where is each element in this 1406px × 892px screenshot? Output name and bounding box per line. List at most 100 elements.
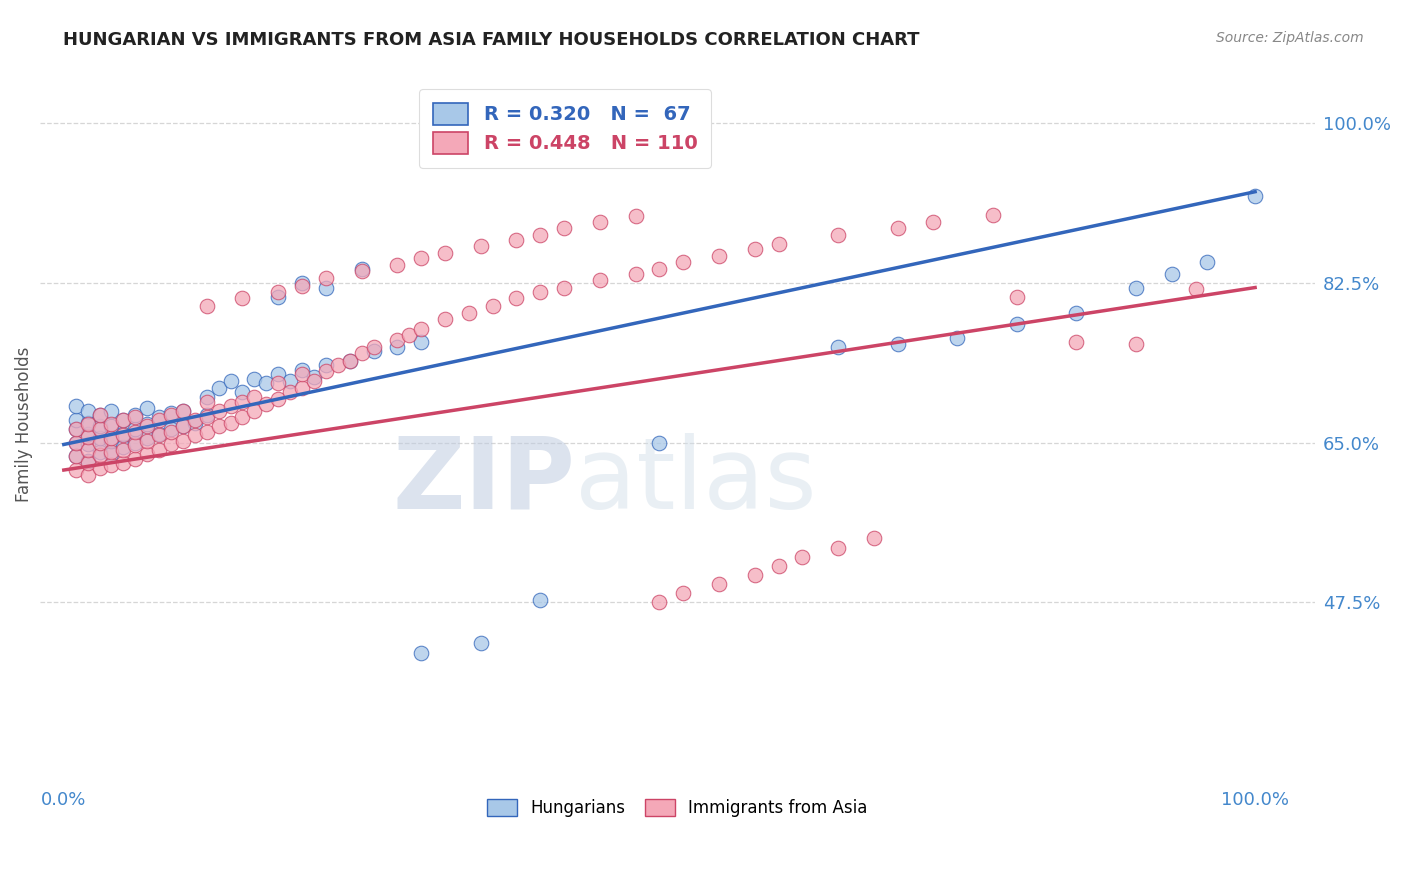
Point	[208, 381, 231, 395]
Point	[434, 245, 457, 260]
Point	[148, 426, 170, 441]
Point	[172, 419, 194, 434]
Point	[100, 434, 122, 448]
Point	[589, 273, 612, 287]
Point	[112, 456, 135, 470]
Point	[648, 435, 671, 450]
Point	[65, 450, 87, 464]
Point	[363, 340, 385, 354]
Point	[100, 417, 122, 432]
Point	[172, 403, 194, 417]
Point	[160, 409, 183, 423]
Point	[76, 426, 98, 441]
Point	[315, 271, 337, 285]
Point	[65, 463, 87, 477]
Point	[387, 258, 409, 272]
Point	[89, 431, 111, 445]
Point	[1066, 306, 1088, 320]
Point	[387, 334, 409, 348]
Point	[100, 458, 122, 473]
Point	[267, 368, 290, 382]
Point	[267, 392, 290, 406]
Point	[184, 413, 207, 427]
Point	[302, 370, 325, 384]
Point	[195, 299, 218, 313]
Point	[981, 208, 1004, 222]
Point	[89, 444, 111, 458]
Point	[100, 403, 122, 417]
Point	[76, 403, 98, 417]
Point	[231, 394, 253, 409]
Point	[76, 456, 98, 470]
Point	[470, 636, 492, 650]
Point	[411, 252, 433, 266]
Point	[827, 227, 849, 242]
Text: ZIP: ZIP	[392, 433, 575, 530]
Point	[136, 434, 159, 448]
Point	[136, 401, 159, 415]
Point	[291, 276, 314, 290]
Point	[89, 449, 111, 463]
Point	[553, 221, 575, 235]
Point	[65, 399, 87, 413]
Point	[76, 417, 98, 432]
Point	[112, 413, 135, 427]
Point	[160, 422, 183, 436]
Point	[160, 437, 183, 451]
Point	[208, 419, 231, 434]
Point	[827, 541, 849, 555]
Point	[172, 434, 194, 448]
Point	[315, 364, 337, 378]
Point	[946, 331, 969, 345]
Point	[172, 419, 194, 434]
Point	[398, 328, 420, 343]
Point	[434, 312, 457, 326]
Point	[89, 409, 111, 423]
Point	[76, 430, 98, 444]
Point	[315, 358, 337, 372]
Point	[219, 416, 242, 430]
Point	[89, 409, 111, 423]
Point	[648, 595, 671, 609]
Point	[112, 428, 135, 442]
Point	[65, 413, 87, 427]
Point	[136, 417, 159, 432]
Point	[1066, 335, 1088, 350]
Point	[148, 413, 170, 427]
Point	[112, 413, 135, 427]
Point	[457, 306, 479, 320]
Point	[922, 215, 945, 229]
Point	[124, 409, 146, 423]
Point	[100, 444, 122, 458]
Point	[148, 442, 170, 457]
Point	[278, 374, 301, 388]
Point	[350, 346, 373, 360]
Point	[136, 447, 159, 461]
Point	[1005, 290, 1028, 304]
Point	[219, 399, 242, 413]
Point	[505, 292, 527, 306]
Point	[65, 450, 87, 464]
Point	[672, 586, 695, 600]
Point	[100, 431, 122, 445]
Point	[350, 264, 373, 278]
Text: HUNGARIAN VS IMMIGRANTS FROM ASIA FAMILY HOUSEHOLDS CORRELATION CHART: HUNGARIAN VS IMMIGRANTS FROM ASIA FAMILY…	[63, 31, 920, 49]
Point	[195, 394, 218, 409]
Point	[1244, 189, 1267, 203]
Point	[231, 292, 253, 306]
Point	[267, 285, 290, 299]
Point	[672, 255, 695, 269]
Point	[243, 403, 266, 417]
Point	[100, 447, 122, 461]
Point	[291, 381, 314, 395]
Point	[411, 646, 433, 660]
Point	[65, 435, 87, 450]
Point	[184, 428, 207, 442]
Point	[76, 442, 98, 457]
Point	[65, 422, 87, 436]
Point	[707, 577, 730, 591]
Point	[768, 236, 790, 251]
Point	[339, 353, 361, 368]
Point	[231, 410, 253, 425]
Point	[231, 385, 253, 400]
